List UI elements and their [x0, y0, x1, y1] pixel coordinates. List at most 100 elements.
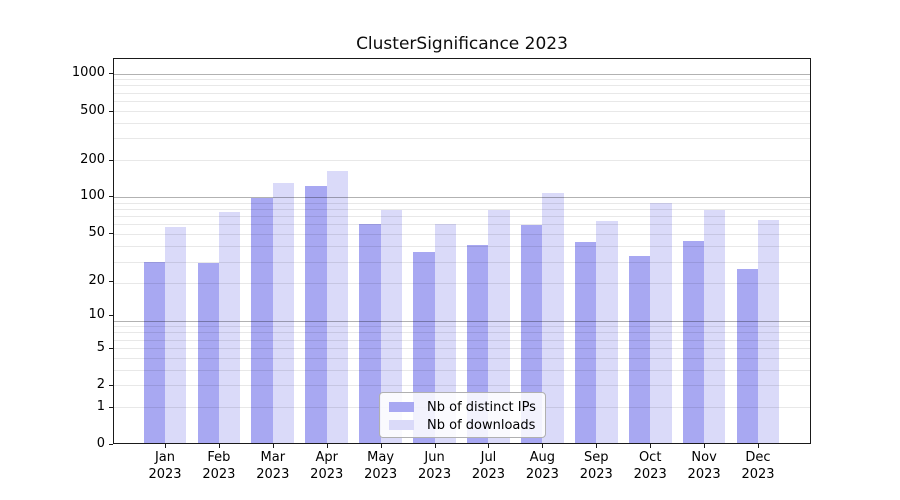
- legend-swatch-distinct-ips: [389, 402, 414, 412]
- gridline-minor: [113, 138, 811, 140]
- x-tick-label-oct: Oct 2023: [633, 450, 667, 482]
- bar-distinct-ips-mar: [251, 198, 273, 444]
- bar-downloads-jan: [165, 227, 187, 444]
- bar-distinct-ips-feb: [197, 263, 219, 444]
- x-tick-mark: [218, 444, 220, 448]
- x-tick-label-may: May 2023: [364, 450, 398, 482]
- bar-distinct-ips-dec: [736, 269, 758, 444]
- x-tick-label-sep: Sep 2023: [579, 450, 613, 482]
- x-tick-mark: [650, 444, 652, 448]
- x-tick-label-jun: Jun 2023: [418, 450, 452, 482]
- y-tick-mark: [109, 196, 113, 198]
- x-tick-mark: [165, 444, 166, 448]
- bar-downloads-may: [380, 210, 403, 444]
- y-tick-mark: [109, 159, 113, 161]
- gridline-minor: [113, 357, 811, 359]
- y-tick-mark: [109, 110, 113, 112]
- gridline-minor: [113, 326, 811, 328]
- legend: Nb of distinct IPs Nb of downloads: [379, 392, 546, 438]
- gridline-minor: [113, 332, 811, 334]
- plot-area: [113, 58, 811, 444]
- x-tick-mark: [272, 444, 274, 448]
- y-tick-mark: [109, 347, 113, 349]
- y-tick-label-100: 100: [80, 188, 105, 204]
- gridline-minor: [113, 216, 811, 218]
- bar-distinct-ips-may: [359, 224, 381, 444]
- gridline-minor: [113, 92, 811, 94]
- gridline-minor: [113, 100, 811, 102]
- x-tick-mark: [380, 444, 382, 448]
- x-tick-label-jul: Jul 2023: [471, 450, 505, 482]
- bar-downloads-feb: [218, 212, 241, 444]
- bar-downloads-jun: [434, 223, 456, 444]
- bar-downloads-nov: [704, 210, 726, 444]
- gridline-minor: [113, 347, 811, 349]
- gridline-minor: [113, 85, 811, 87]
- gridline-minor: [113, 122, 811, 124]
- x-tick-mark: [326, 444, 328, 448]
- legend-item-downloads: Nb of downloads: [389, 416, 545, 434]
- y-tick-label-0: 0: [96, 436, 105, 451]
- bar-distinct-ips-apr: [305, 186, 327, 444]
- bar-distinct-ips-oct: [628, 256, 651, 444]
- legend-item-distinct-ips: Nb of distinct IPs: [389, 398, 545, 416]
- bar-distinct-ips-aug: [520, 225, 543, 444]
- x-tick-mark: [596, 444, 598, 448]
- y-tick-label-10: 10: [88, 307, 105, 323]
- x-tick-label-feb: Feb 2023: [202, 450, 236, 482]
- y-tick-mark: [109, 385, 113, 387]
- x-tick-label-aug: Aug 2023: [525, 450, 559, 482]
- gridline-minor: [113, 385, 811, 387]
- y-tick-label-1: 1: [96, 398, 105, 414]
- legend-swatch-downloads: [389, 420, 414, 430]
- bar-downloads-mar: [272, 183, 295, 444]
- x-tick-mark: [542, 444, 544, 448]
- bar-distinct-ips-jan: [143, 261, 165, 444]
- legend-label-distinct-ips: Nb of distinct IPs: [427, 399, 536, 415]
- y-tick-label-20: 20: [88, 272, 105, 288]
- gridline-minor: [113, 246, 811, 248]
- bars-layer: [113, 58, 811, 444]
- x-tick-label-nov: Nov 2023: [687, 450, 721, 482]
- y-tick-mark: [109, 315, 113, 317]
- gridline-major: [113, 320, 811, 322]
- x-tick-label-jan: Jan 2023: [148, 450, 182, 482]
- x-tick-mark: [434, 444, 436, 448]
- bar-downloads-oct: [650, 203, 672, 444]
- gridline-minor: [113, 159, 811, 161]
- y-tick-mark: [109, 444, 113, 445]
- bar-downloads-apr: [326, 170, 349, 444]
- gridline-minor: [113, 202, 811, 204]
- bar-downloads-jul: [488, 209, 510, 444]
- gridlines-layer: [113, 58, 811, 444]
- x-tick-label-mar: Mar 2023: [256, 450, 290, 482]
- gridline-minor: [113, 234, 811, 236]
- y-tick-label-5: 5: [96, 339, 105, 355]
- bar-downloads-aug: [542, 193, 564, 444]
- x-tick-mark: [704, 444, 706, 448]
- gridline-major: [113, 197, 811, 198]
- bar-distinct-ips-sep: [574, 242, 597, 444]
- y-tick-label-50: 50: [88, 225, 105, 241]
- gridline-minor: [113, 339, 811, 341]
- bar-distinct-ips-nov: [682, 241, 705, 444]
- gridline-minor: [113, 283, 811, 285]
- y-tick-label-2: 2: [96, 377, 105, 393]
- bar-downloads-dec: [758, 220, 780, 444]
- gridline-minor: [113, 208, 811, 210]
- x-tick-mark: [488, 444, 490, 448]
- gridline-minor: [113, 224, 811, 226]
- x-tick-label-dec: Dec 2023: [741, 450, 775, 482]
- gridline-minor: [113, 79, 811, 81]
- gridline-minor: [113, 369, 811, 371]
- x-tick-mark: [758, 444, 759, 448]
- y-tick-mark: [109, 280, 113, 282]
- legend-label-downloads: Nb of downloads: [427, 417, 536, 433]
- gridline-minor: [113, 261, 811, 263]
- gridline-major: [113, 73, 811, 75]
- y-tick-label-1000: 1000: [71, 65, 105, 81]
- chart-title: ClusterSignificance 2023: [356, 34, 568, 54]
- gridline-minor: [113, 110, 811, 112]
- y-tick-mark: [109, 73, 113, 75]
